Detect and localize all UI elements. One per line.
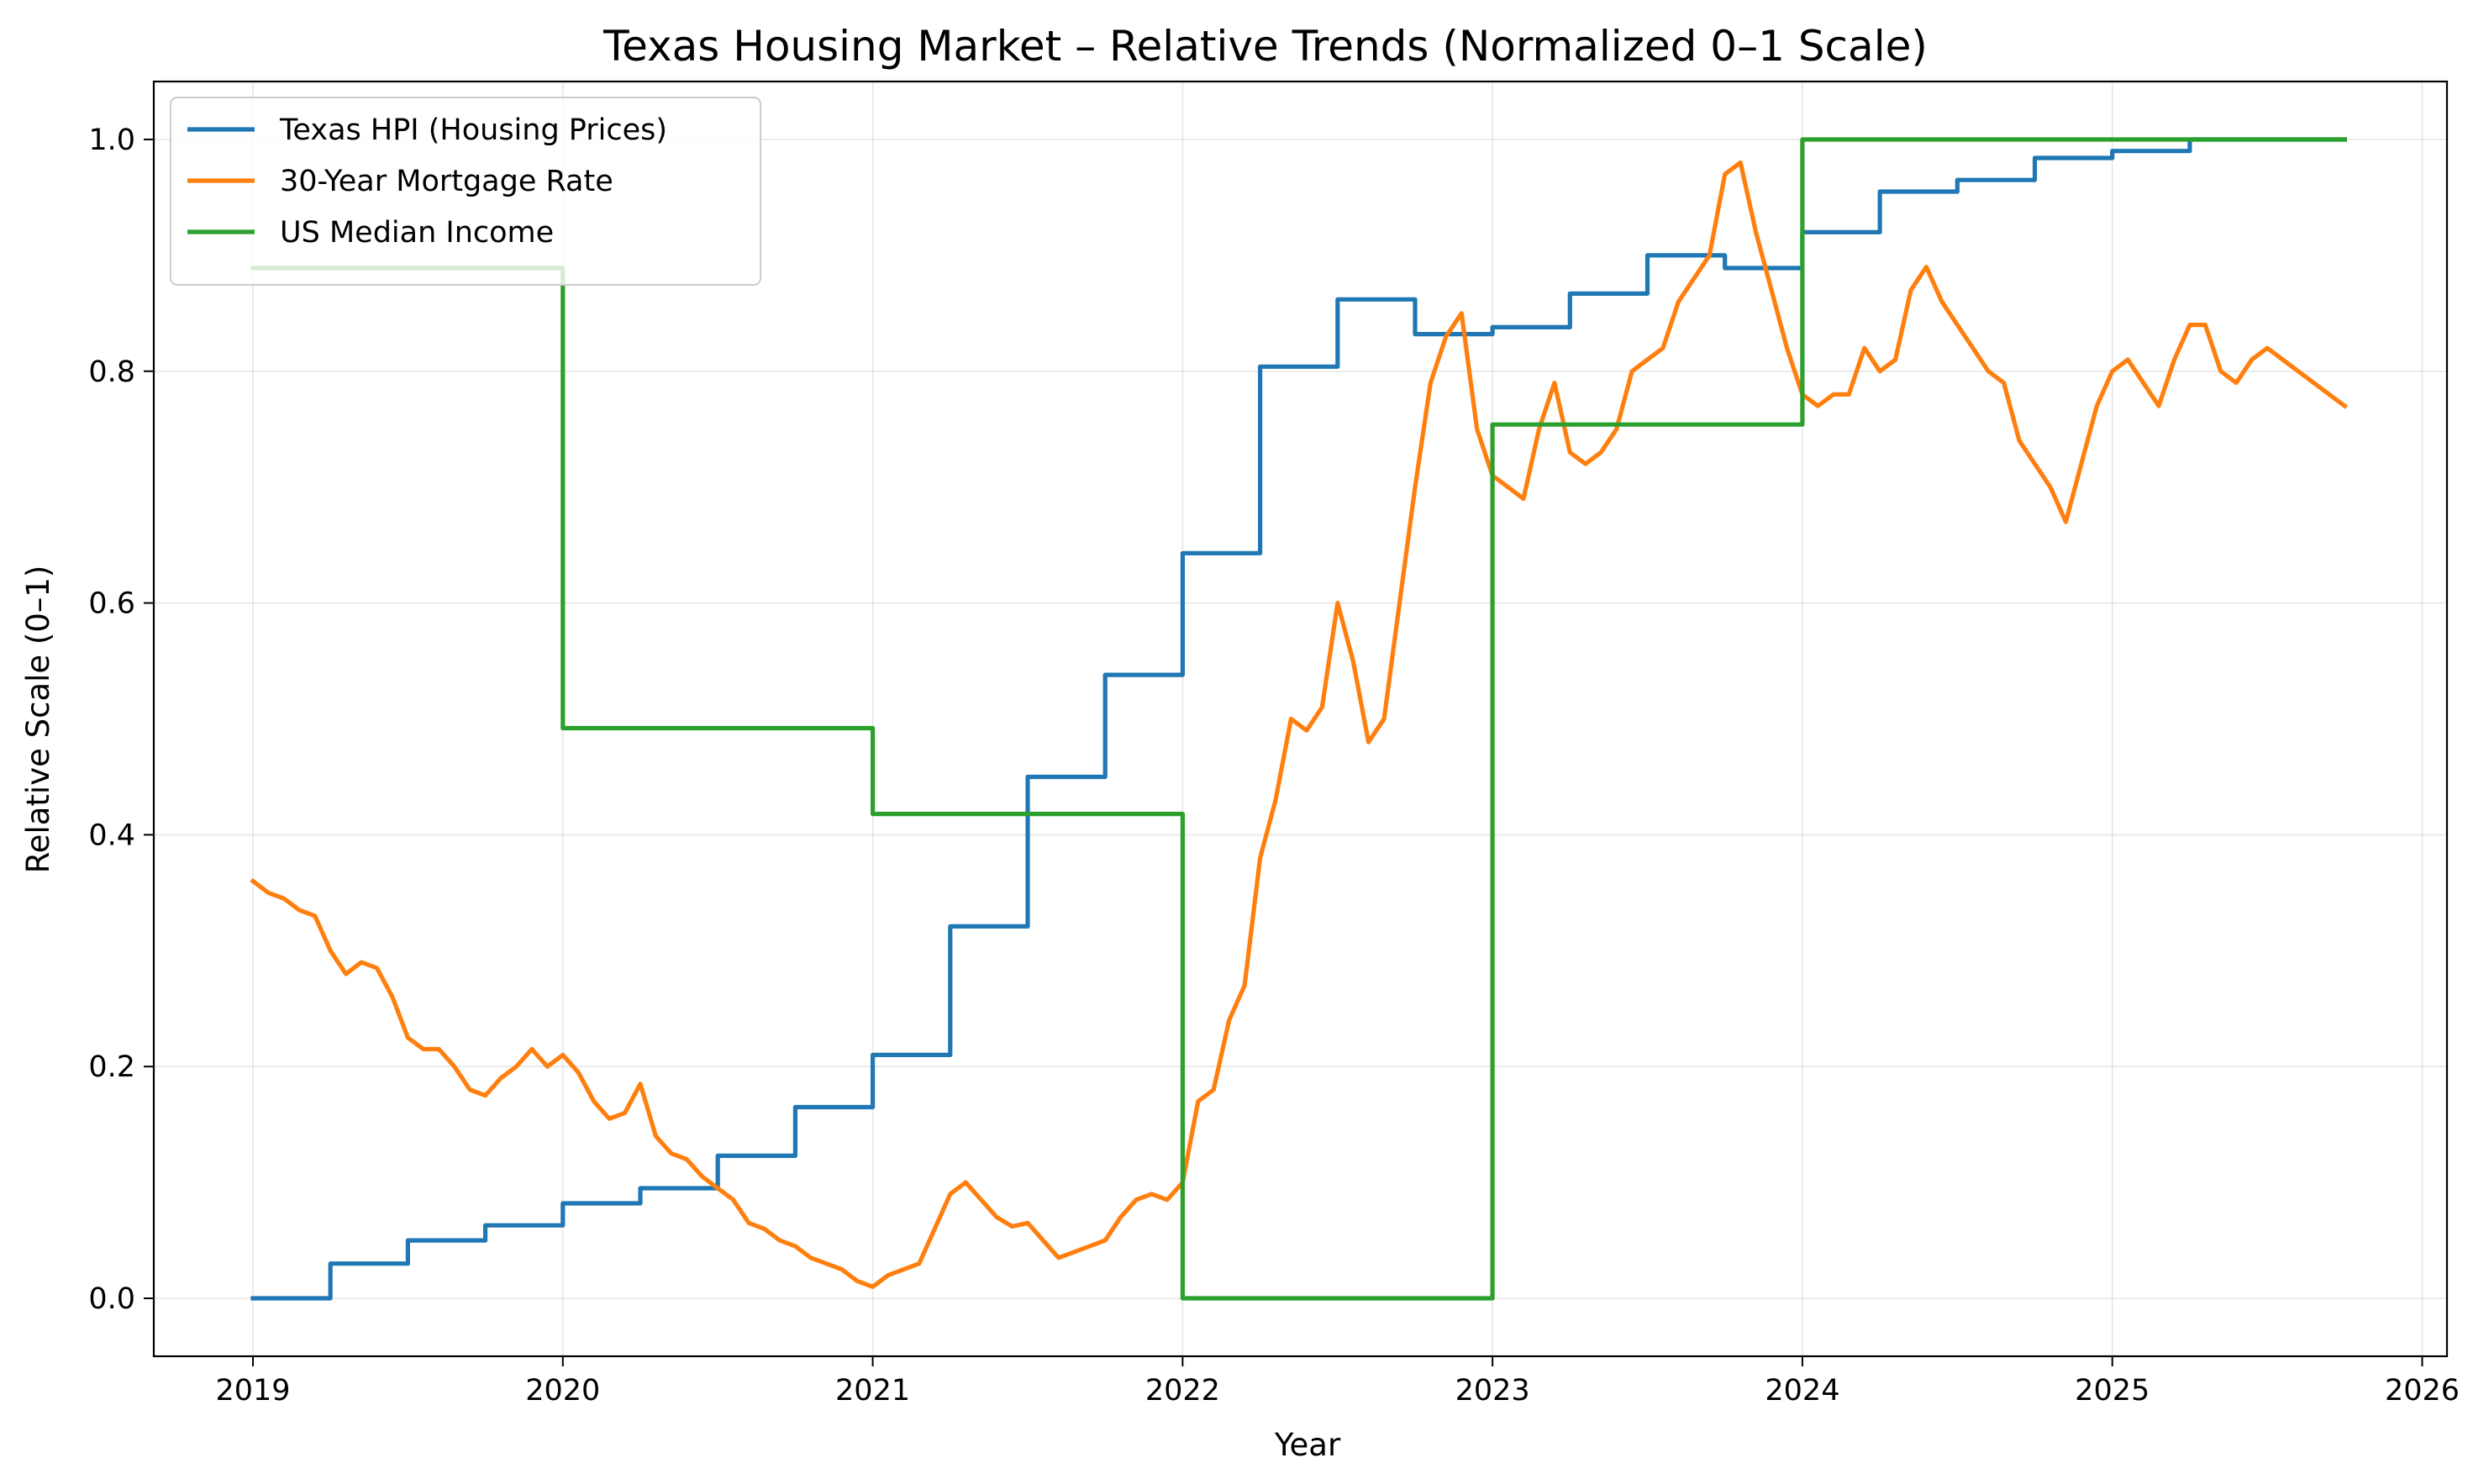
y-tick-label: 0.6 <box>88 587 135 621</box>
y-tick-label: 0.8 <box>88 355 135 389</box>
x-tick-label: 2022 <box>1145 1374 1220 1408</box>
x-axis-label: Year <box>1274 1427 1341 1463</box>
series-line-3 <box>250 137 2347 1301</box>
series-line-1 <box>250 137 2347 1301</box>
x-tick-label: 2026 <box>2385 1374 2460 1408</box>
x-axis-ticks: 2019 2020 2021 2022 2023 2024 2025 2026 <box>215 1356 2460 1408</box>
legend-label: Texas HPI (Housing Prices) <box>279 113 667 147</box>
x-tick-label: 2020 <box>525 1374 600 1408</box>
plot-area-frame <box>152 80 2449 1358</box>
series-line-2 <box>250 160 2348 1289</box>
grid <box>154 82 2447 1356</box>
chart-title: Texas Housing Market – Relative Trends (… <box>603 22 1928 71</box>
x-tick-label: 2025 <box>2075 1374 2150 1408</box>
legend-label: US Median Income <box>280 216 554 250</box>
legend: Texas HPI (Housing Prices) 30-Year Mortga… <box>170 97 761 286</box>
x-tick-label: 2024 <box>1765 1374 1839 1408</box>
y-axis-ticks: 0.0 0.2 0.4 0.6 0.8 1.0 <box>88 124 154 1316</box>
x-tick-label: 2019 <box>215 1374 290 1408</box>
x-tick-label: 2021 <box>835 1374 910 1408</box>
y-tick-label: 1.0 <box>88 124 135 157</box>
y-tick-label: 0.2 <box>88 1050 135 1084</box>
y-tick-label: 0.4 <box>88 818 135 852</box>
y-tick-label: 0.0 <box>88 1282 135 1316</box>
y-axis-label: Relative Scale (0–1) <box>20 566 56 874</box>
x-tick-label: 2023 <box>1455 1374 1530 1408</box>
legend-label: 30-Year Mortgage Rate <box>280 165 613 198</box>
series-lines <box>250 137 2348 1301</box>
legend-box <box>170 97 761 286</box>
